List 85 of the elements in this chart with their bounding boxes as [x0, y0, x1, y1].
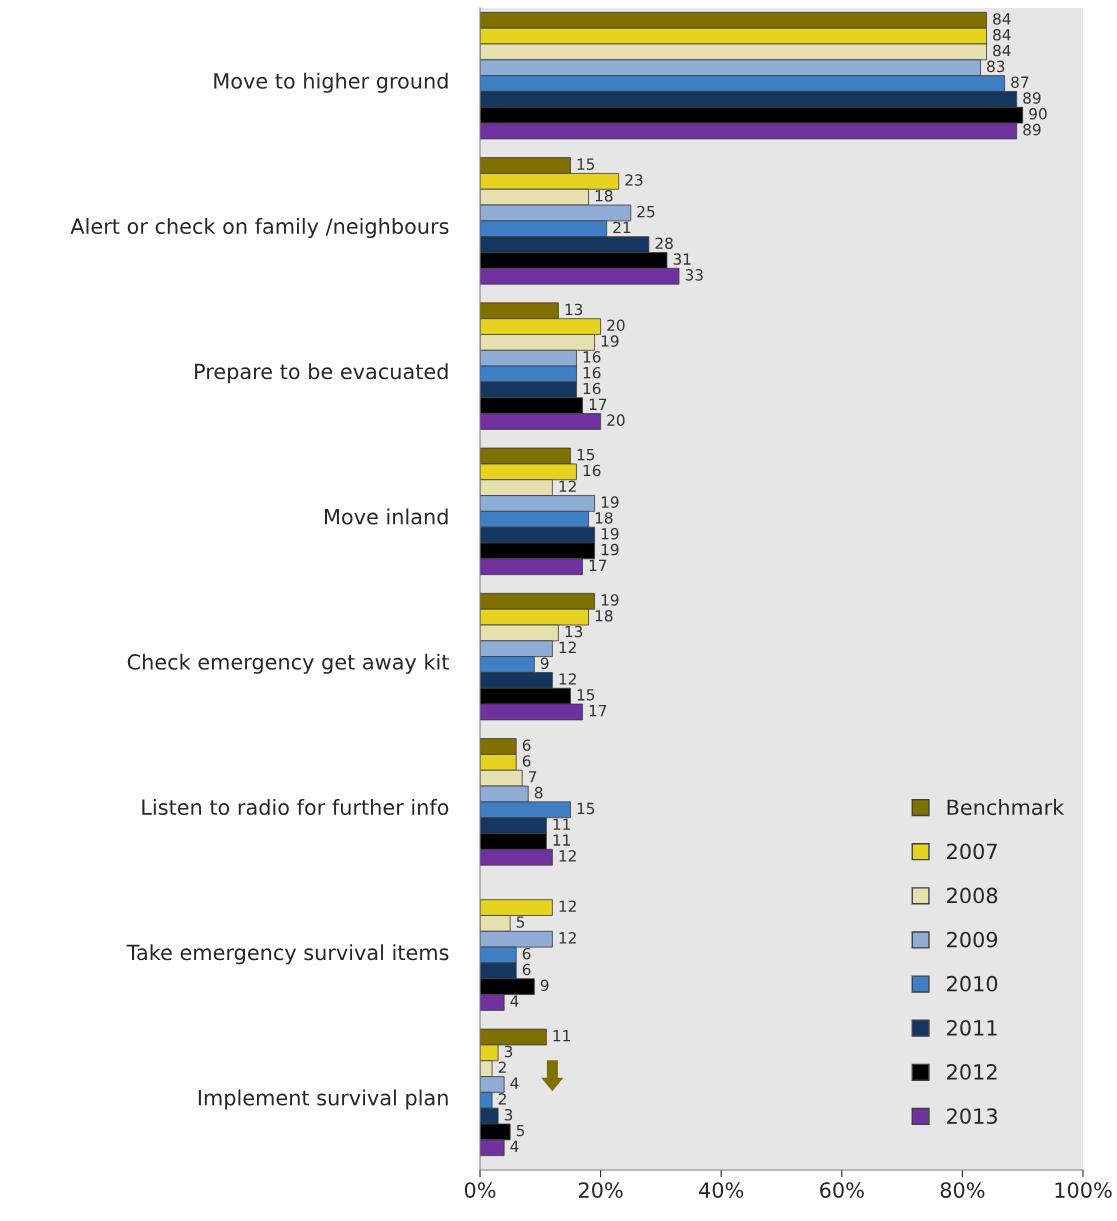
legend-label: 2009	[947, 931, 998, 948]
data-label: 23	[625, 174, 643, 186]
data-label: 5	[516, 916, 525, 928]
data-label: 16	[583, 351, 601, 363]
data-label: 15	[577, 689, 595, 701]
data-label: 19	[601, 496, 619, 508]
y-tick-label: Alert or check on family /neighbours	[70, 217, 449, 239]
data-label: 16	[583, 366, 601, 379]
data-label: 13	[565, 303, 583, 316]
data-label: 5	[516, 1124, 525, 1137]
data-label: 8	[534, 786, 543, 799]
y-tick-label: Listen to radio for further info	[142, 798, 449, 816]
data-label: 16	[583, 382, 601, 395]
data-label: 15	[577, 802, 595, 815]
data-label: 87	[1011, 76, 1029, 88]
data-label: 6	[522, 739, 531, 751]
data-label: 25	[637, 205, 655, 218]
data-label: 15	[577, 158, 595, 170]
data-label: 13	[565, 625, 583, 638]
data-label: 11	[553, 1030, 570, 1042]
y-tick-label: Prepare to be evacuated	[195, 363, 448, 384]
x-tick-label: 60%	[820, 1182, 864, 1198]
data-label: 21	[613, 221, 631, 233]
legend-label: 2012	[947, 1064, 997, 1080]
data-label: 17	[589, 398, 607, 410]
legend-label: 2011	[947, 1019, 997, 1036]
data-label: 84	[993, 28, 1011, 41]
data-label: 11	[553, 818, 570, 830]
data-label: 28	[655, 237, 673, 250]
data-label: 20	[607, 319, 625, 332]
legend-label: 2013	[947, 1108, 997, 1124]
data-label: 6	[522, 755, 531, 767]
data-label: 19	[601, 543, 619, 556]
data-label: 4	[510, 1077, 519, 1089]
data-label: 3	[504, 1045, 513, 1058]
legend-label: 2010	[947, 975, 998, 992]
data-label: 16	[583, 464, 601, 477]
data-label: 4	[510, 995, 519, 1007]
data-label: 12	[559, 641, 576, 653]
legend-label: Benchmark	[947, 799, 1065, 816]
data-label: 19	[601, 335, 619, 347]
data-label: 83	[987, 60, 1005, 73]
data-label: 19	[601, 527, 619, 540]
legend-label: 2008	[947, 887, 998, 904]
y-tick-label: Move to higher ground	[214, 72, 448, 93]
data-label: 12	[559, 900, 576, 912]
x-tick-label: 0%	[464, 1182, 496, 1198]
data-label: 12	[559, 850, 576, 862]
data-label: 15	[577, 449, 595, 461]
data-label: 18	[595, 609, 613, 622]
data-label: 2	[498, 1093, 506, 1105]
data-label: 12	[559, 932, 576, 944]
data-label: 89	[1023, 92, 1041, 104]
data-label: 89	[1023, 123, 1041, 136]
data-label: 6	[522, 947, 531, 960]
y-tick-label: Check emergency get away kit	[127, 653, 449, 674]
data-label: 9	[540, 979, 549, 992]
data-label: 17	[589, 559, 607, 571]
data-label: 31	[673, 253, 691, 265]
data-label: 84	[993, 13, 1011, 25]
data-label: 19	[601, 594, 619, 606]
x-tick-label: 80%	[940, 1182, 985, 1198]
data-label: 12	[559, 673, 576, 685]
x-tick-label: 40%	[699, 1182, 744, 1198]
data-label: 2	[498, 1061, 506, 1073]
x-tick-label: 20%	[578, 1182, 623, 1198]
data-label: 33	[685, 269, 703, 281]
data-label: 12	[559, 480, 576, 492]
data-label: 4	[510, 1140, 519, 1152]
data-label: 7	[529, 771, 537, 783]
x-tick-label: 100%	[1055, 1182, 1112, 1198]
data-label: 9	[540, 657, 549, 669]
data-label: 11	[553, 834, 570, 846]
data-label: 18	[595, 512, 613, 524]
data-label: 84	[993, 44, 1011, 57]
data-label: 18	[595, 190, 613, 202]
data-label: 3	[504, 1108, 513, 1121]
data-label: 20	[607, 414, 625, 426]
y-tick-label: Take emergency survival items	[126, 944, 449, 965]
y-tick-label: Implement survival plan	[198, 1089, 448, 1110]
data-label: 6	[522, 963, 531, 976]
y-tick-label: Move inland	[325, 508, 448, 525]
legend-label: 2007	[947, 843, 997, 860]
data-label: 90	[1029, 108, 1047, 120]
data-label: 17	[589, 705, 607, 717]
